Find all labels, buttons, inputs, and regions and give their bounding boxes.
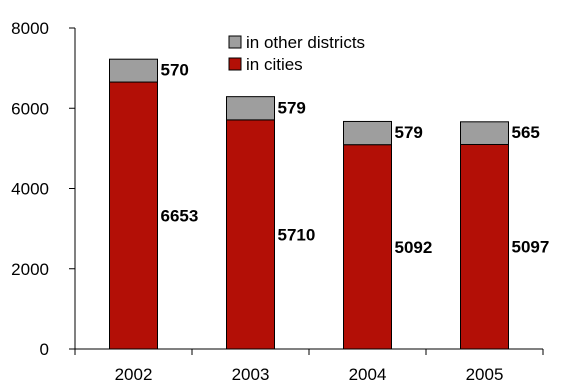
- bar-segment-cities: [226, 119, 275, 350]
- chart-axes: 0 2000 4000 6000 8000 2002 2003 2004 2005: [11, 19, 544, 384]
- data-label-cities: 5710: [278, 225, 316, 244]
- y-tick-label: 4000: [11, 180, 49, 199]
- data-label-other-districts: 570: [161, 61, 189, 80]
- bar-segment-cities: [109, 81, 158, 350]
- bar-segment-other-districts: [226, 96, 275, 121]
- x-tick-label: 2004: [349, 365, 387, 384]
- y-tick-label: 6000: [11, 99, 49, 118]
- bar-segment-cities: [343, 144, 392, 350]
- chart-bars: [109, 58, 509, 350]
- bar-segment-other-districts: [109, 58, 158, 83]
- legend-swatch: [228, 57, 242, 71]
- bar-segment-cities: [460, 143, 509, 350]
- data-label-other-districts: 579: [395, 123, 423, 142]
- y-tick-label: 0: [40, 340, 49, 359]
- data-label-cities: 5092: [395, 238, 433, 257]
- bar-segment-other-districts: [343, 120, 392, 146]
- x-tick-label: 2002: [115, 365, 153, 384]
- legend-swatch: [228, 35, 242, 49]
- y-tick-label: 2000: [11, 260, 49, 279]
- x-tick-label: 2003: [232, 365, 270, 384]
- legend-label: in cities: [246, 55, 303, 74]
- x-tick-label: 2005: [466, 365, 504, 384]
- bar-segment-other-districts: [460, 121, 509, 145]
- y-tick-label: 8000: [11, 19, 49, 38]
- data-label-cities: 6653: [161, 207, 199, 226]
- chart-data-labels: 6653 570 5710 579 5092 579 5097 565: [161, 61, 550, 257]
- data-label-cities: 5097: [512, 238, 550, 257]
- data-label-other-districts: 565: [512, 123, 540, 142]
- data-label-other-districts: 579: [278, 98, 306, 117]
- chart-legend: in other districts in cities: [228, 33, 365, 74]
- legend-label: in other districts: [246, 33, 365, 52]
